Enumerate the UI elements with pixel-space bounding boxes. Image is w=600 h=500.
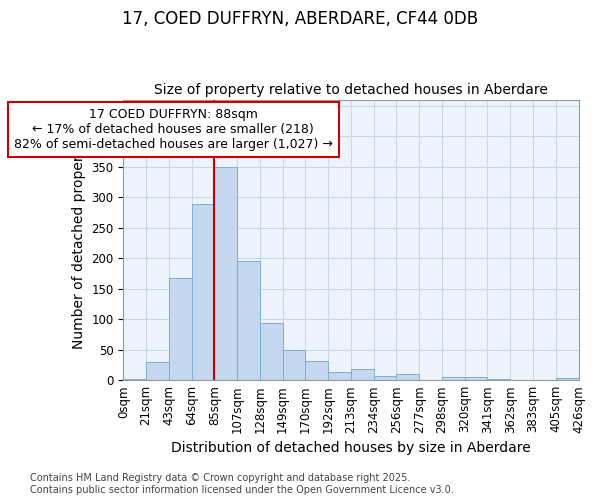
Y-axis label: Number of detached properties: Number of detached properties [72, 130, 86, 349]
Bar [123, 379, 146, 380]
Bar [464, 376, 487, 380]
Bar [556, 378, 578, 380]
Bar [214, 166, 237, 380]
Text: 17 COED DUFFRYN: 88sqm
← 17% of detached houses are smaller (218)
82% of semi-de: 17 COED DUFFRYN: 88sqm ← 17% of detached… [14, 108, 333, 151]
Text: 17, COED DUFFRYN, ABERDARE, CF44 0DB: 17, COED DUFFRYN, ABERDARE, CF44 0DB [122, 10, 478, 28]
Bar [487, 379, 510, 380]
Bar [146, 362, 169, 380]
Bar [397, 374, 419, 380]
Text: Contains HM Land Registry data © Crown copyright and database right 2025.
Contai: Contains HM Land Registry data © Crown c… [30, 474, 454, 495]
Bar [328, 372, 351, 380]
Bar [169, 278, 191, 380]
Bar [237, 260, 260, 380]
Bar [305, 362, 328, 380]
Bar [374, 376, 397, 380]
Bar [191, 204, 214, 380]
Bar [283, 350, 305, 380]
Bar [442, 377, 464, 380]
X-axis label: Distribution of detached houses by size in Aberdare: Distribution of detached houses by size … [171, 441, 531, 455]
Bar [351, 369, 374, 380]
Bar [260, 323, 283, 380]
Title: Size of property relative to detached houses in Aberdare: Size of property relative to detached ho… [154, 83, 548, 97]
